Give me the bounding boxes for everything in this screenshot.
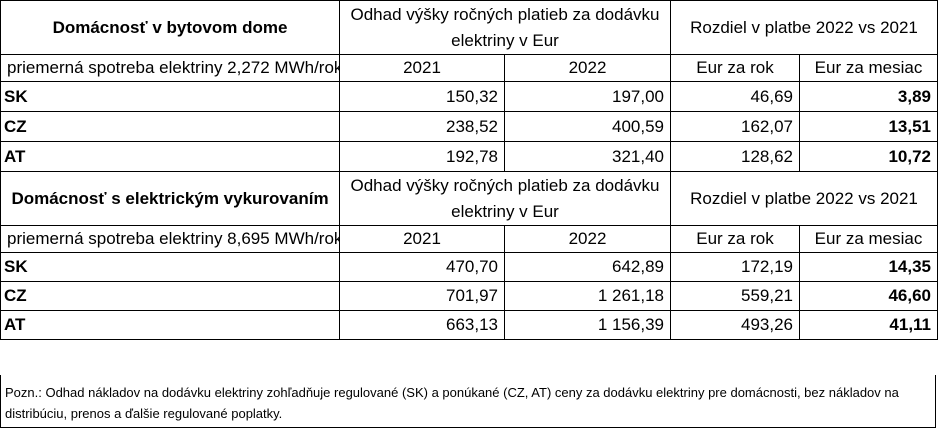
column-header-eur-per-month: Eur za mesiac (798, 225, 938, 253)
difference-per-year: 162,07 (670, 111, 800, 142)
difference-per-year: 559,21 (670, 281, 800, 311)
country-label: SK (0, 81, 340, 112)
difference-per-year: 172,19 (670, 252, 800, 282)
value-2021: 238,52 (339, 111, 505, 142)
difference-header: Rozdiel v platbe 2022 vs 2021 (669, 0, 938, 55)
table-row: AT 192,78 321,40 128,62 10,72 (0, 141, 938, 172)
estimate-header: Odhad výšky ročných platieb za dodávku e… (339, 171, 671, 226)
table-row: CZ 238,52 400,59 162,07 13,51 (0, 111, 938, 142)
column-header-eur-per-year: Eur za rok (670, 54, 800, 82)
column-header-eur-per-year: Eur za rok (670, 225, 800, 253)
section-1-subheader-row: priemerná spotreba elektriny 2,272 MWh/r… (0, 54, 938, 82)
value-2022: 400,59 (504, 111, 671, 142)
value-2022: 197,00 (504, 81, 671, 112)
value-2022: 321,40 (504, 141, 671, 172)
value-2021: 701,97 (339, 281, 505, 311)
difference-per-month: 3,89 (798, 81, 938, 112)
value-2021: 192,78 (339, 141, 505, 172)
value-2022: 1 261,18 (504, 281, 671, 311)
price-table: Domácnosť v bytovom dome Odhad výšky roč… (0, 0, 938, 340)
section-1-header-row: Domácnosť v bytovom dome Odhad výšky roč… (0, 0, 938, 55)
difference-per-month: 14,35 (798, 252, 938, 282)
table-row: SK 150,32 197,00 46,69 3,89 (0, 81, 938, 112)
estimate-header: Odhad výšky ročných platieb za dodávku e… (339, 0, 671, 55)
difference-per-year: 493,26 (670, 310, 800, 340)
section-2-header-row: Domácnosť s elektrickým vykurovaním Odha… (0, 171, 938, 226)
table-row: CZ 701,97 1 261,18 559,21 46,60 (0, 281, 938, 311)
column-header-2022: 2022 (504, 54, 671, 82)
country-label: CZ (0, 281, 340, 311)
footnote: Pozn.: Odhad nákladov na dodávku elektri… (0, 375, 936, 428)
difference-per-year: 128,62 (670, 141, 800, 172)
consumption-subtitle: priemerná spotreba elektriny 2,272 MWh/r… (0, 54, 340, 82)
country-label: CZ (0, 111, 340, 142)
section-title: Domácnosť s elektrickým vykurovaním (0, 171, 340, 226)
country-label: AT (0, 310, 340, 340)
value-2022: 1 156,39 (504, 310, 671, 340)
difference-per-month: 13,51 (798, 111, 938, 142)
difference-per-month: 41,11 (798, 310, 938, 340)
difference-per-month: 46,60 (798, 281, 938, 311)
table-row: SK 470,70 642,89 172,19 14,35 (0, 252, 938, 282)
difference-per-year: 46,69 (670, 81, 800, 112)
column-header-2021: 2021 (339, 225, 505, 253)
country-label: SK (0, 252, 340, 282)
value-2021: 470,70 (339, 252, 505, 282)
section-title: Domácnosť v bytovom dome (0, 0, 340, 55)
difference-per-month: 10,72 (798, 141, 938, 172)
consumption-subtitle: priemerná spotreba elektriny 8,695 MWh/r… (0, 225, 340, 253)
value-2021: 663,13 (339, 310, 505, 340)
value-2022: 642,89 (504, 252, 671, 282)
difference-header: Rozdiel v platbe 2022 vs 2021 (669, 171, 938, 226)
column-header-eur-per-month: Eur za mesiac (798, 54, 938, 82)
table-row: AT 663,13 1 156,39 493,26 41,11 (0, 310, 938, 340)
section-2-subheader-row: priemerná spotreba elektriny 8,695 MWh/r… (0, 225, 938, 253)
column-header-2021: 2021 (339, 54, 505, 82)
column-header-2022: 2022 (504, 225, 671, 253)
value-2021: 150,32 (339, 81, 505, 112)
country-label: AT (0, 141, 340, 172)
